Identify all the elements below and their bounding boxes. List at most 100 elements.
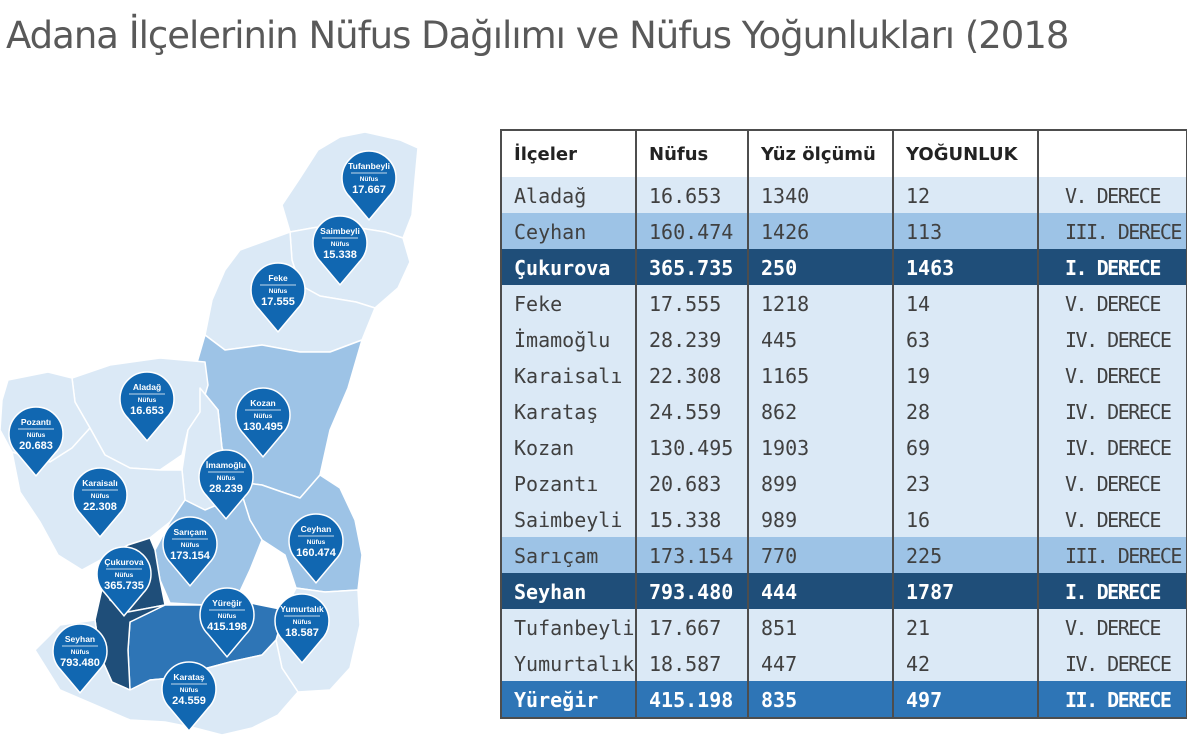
pin-district-name: Çukurova: [104, 557, 143, 567]
district-cell: Çukurova: [501, 249, 636, 285]
degree-cell: V. DERECE: [1037, 177, 1187, 213]
table-row: Pozantı 20.683 899 23 V. DERECE: [501, 465, 1187, 501]
pin-district-name: Karaisalı: [82, 478, 117, 488]
area-cell: 1340: [747, 177, 893, 213]
degree-cell: IV. DERECE: [1037, 645, 1187, 681]
degree-cell: V. DERECE: [1037, 357, 1187, 393]
pin-district-name: Feke: [268, 273, 288, 283]
header-yuz-olcumu: Yüz ölçümü: [747, 130, 893, 177]
header-derece: [1037, 130, 1187, 177]
density-cell: 28: [892, 393, 1038, 429]
pin-population-value: 24.559: [172, 695, 206, 707]
area-cell: 250: [747, 249, 893, 285]
pin-population-value: 365.735: [104, 580, 144, 592]
density-cell: 63: [892, 321, 1038, 357]
degree-cell: I. DERECE: [1037, 573, 1187, 609]
density-cell: 14: [892, 285, 1038, 321]
table-row: Karataş 24.559 862 28 IV. DERECE: [501, 393, 1187, 429]
degree-cell: I. DERECE: [1037, 249, 1187, 285]
pin-population-label: Nüfus: [360, 176, 379, 183]
location-pin-icon: [162, 516, 218, 588]
pin-district-name: Kozan: [250, 398, 276, 408]
density-cell: 19: [892, 357, 1038, 393]
district-cell: Yumurtalık: [501, 645, 636, 681]
location-pin-icon: [119, 371, 175, 443]
pin-district-name: Aladağ: [133, 382, 161, 392]
pin-population-value: 173.154: [170, 550, 211, 562]
table-row: Yumurtalık 18.587 447 42 IV. DERECE: [501, 645, 1187, 681]
table-row: Feke 17.555 1218 14 V. DERECE: [501, 285, 1187, 321]
district-cell: Feke: [501, 285, 636, 321]
district-cell: Saimbeyli: [501, 501, 636, 537]
density-cell: 42: [892, 645, 1038, 681]
pin-district-name: Yumurtalık: [280, 604, 324, 614]
table-row: Seyhan 793.480 444 1787 I. DERECE: [501, 573, 1187, 609]
table-header-row: İlçeler Nüfus Yüz ölçümü YOĞUNLUK: [501, 130, 1187, 177]
degree-cell: V. DERECE: [1037, 609, 1187, 645]
location-pin-icon: [274, 593, 330, 665]
area-cell: 1903: [747, 429, 893, 465]
location-pin-icon: [96, 546, 152, 618]
location-pin-icon: [198, 449, 254, 521]
density-cell: 497: [892, 681, 1038, 718]
location-pin-icon: [341, 150, 397, 222]
area-cell: 1165: [747, 357, 893, 393]
pin-population-label: Nüfus: [181, 542, 200, 549]
pin-population-label: Nüfus: [115, 572, 134, 579]
district-cell: Pozantı: [501, 465, 636, 501]
district-cell: Yüreğir: [501, 681, 636, 718]
population-cell: 18.587: [635, 645, 748, 681]
degree-cell: IV. DERECE: [1037, 429, 1187, 465]
pin-population-label: Nüfus: [27, 432, 46, 439]
population-cell: 415.198: [635, 681, 748, 718]
degree-cell: III. DERECE: [1037, 213, 1187, 249]
header-yogunluk: YOĞUNLUK: [892, 130, 1038, 177]
table-row: Ceyhan 160.474 1426 113 III. DERECE: [501, 213, 1187, 249]
location-pin-icon: [250, 262, 306, 334]
table-row: Tufanbeyli 17.667 851 21 V. DERECE: [501, 609, 1187, 645]
degree-cell: II. DERECE: [1037, 681, 1187, 718]
degree-cell: III. DERECE: [1037, 537, 1187, 573]
pin-population-label: Nüfus: [138, 397, 157, 404]
pin-population-value: 15.338: [323, 249, 357, 261]
density-cell: 16: [892, 501, 1038, 537]
density-cell: 21: [892, 609, 1038, 645]
area-cell: 447: [747, 645, 893, 681]
pin-population-label: Nüfus: [180, 687, 199, 694]
population-density-table: İlçeler Nüfus Yüz ölçümü YOĞUNLUK Aladağ…: [500, 129, 1187, 719]
population-pins: TufanbeyliNüfus17.667SaimbeyliNüfus15.33…: [8, 150, 397, 733]
degree-cell: V. DERECE: [1037, 285, 1187, 321]
location-pin-icon: [288, 513, 344, 585]
area-cell: 899: [747, 465, 893, 501]
density-cell: 225: [892, 537, 1038, 573]
district-map: TufanbeyliNüfus17.667SaimbeyliNüfus15.33…: [0, 131, 419, 736]
pin-population-label: Nüfus: [217, 475, 236, 482]
pin-population-value: 17.555: [261, 296, 295, 308]
district-cell: İmamoğlu: [501, 321, 636, 357]
table-row: Sarıçam 173.154 770 225 III. DERECE: [501, 537, 1187, 573]
district-cell: Karaisalı: [501, 357, 636, 393]
area-cell: 862: [747, 393, 893, 429]
density-cell: 12: [892, 177, 1038, 213]
pin-population-label: Nüfus: [254, 413, 273, 420]
district-cell: Karataş: [501, 393, 636, 429]
header-ilceler: İlçeler: [501, 130, 636, 177]
population-cell: 160.474: [635, 213, 748, 249]
table-row: Aladağ 16.653 1340 12 V. DERECE: [501, 177, 1187, 213]
area-cell: 445: [747, 321, 893, 357]
area-cell: 989: [747, 501, 893, 537]
population-cell: 130.495: [635, 429, 748, 465]
population-cell: 173.154: [635, 537, 748, 573]
pin-population-label: Nüfus: [218, 613, 237, 620]
degree-cell: IV. DERECE: [1037, 393, 1187, 429]
